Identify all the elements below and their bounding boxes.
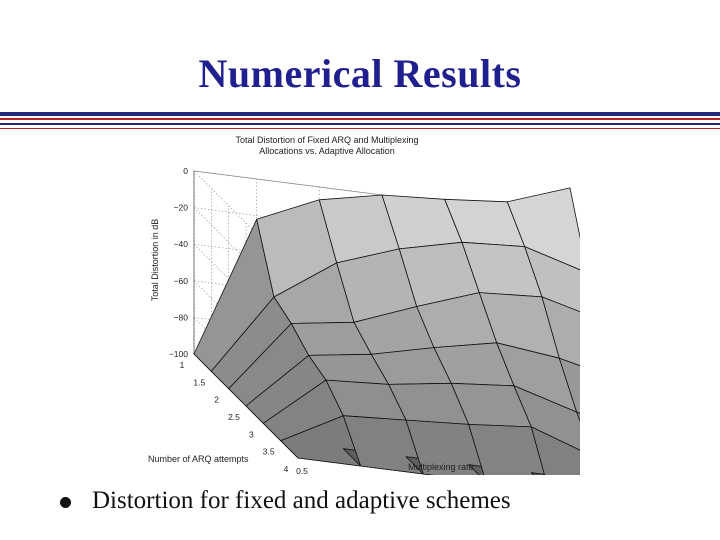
title-rule-blue-thin <box>0 123 720 125</box>
z-tick-label: −100 <box>169 349 188 359</box>
y-tick-label: 2.5 <box>228 412 240 422</box>
y-axis-label: Number of ARQ attempts <box>148 454 249 464</box>
y-tick-label: 4 <box>284 464 289 474</box>
z-tick-label: −60 <box>174 276 189 286</box>
bullet-icon <box>60 497 71 508</box>
surface-chart: Total Distortion of Fixed ARQ and Multip… <box>148 135 684 524</box>
x-axis-label: Multiplexing rate <box>408 462 474 472</box>
z-tick-label: −20 <box>174 203 189 213</box>
y-tick-label: 1 <box>180 360 185 370</box>
chart-figure: Total Distortion of Fixed ARQ and Multip… <box>140 130 684 524</box>
y-tick-label: 1.5 <box>193 377 205 387</box>
title-rule-blue-thick <box>0 112 720 116</box>
x-tick-label: 0.5 <box>296 466 308 475</box>
slide-title: Numerical Results <box>198 51 522 96</box>
title-rule-red-thin <box>0 128 720 129</box>
z-tick-label: −40 <box>174 239 189 249</box>
y-tick-label: 3 <box>249 429 254 439</box>
x-tick-label: 1 <box>362 474 367 475</box>
title-rule-red <box>0 118 720 120</box>
z-axis-label: Total Distortion in dB <box>150 219 160 302</box>
chart-title-line: Total Distortion of Fixed ARQ and Multip… <box>235 135 418 145</box>
y-tick-label: 2 <box>214 395 219 405</box>
y-tick-label: 3.5 <box>263 447 275 457</box>
bullet-text: Distortion for fixed and adaptive scheme… <box>92 487 511 514</box>
z-tick-label: −80 <box>174 312 189 322</box>
z-tick-label: 0 <box>183 166 188 176</box>
chart-title-line: Allocations vs. Adaptive Allocation <box>259 146 395 156</box>
